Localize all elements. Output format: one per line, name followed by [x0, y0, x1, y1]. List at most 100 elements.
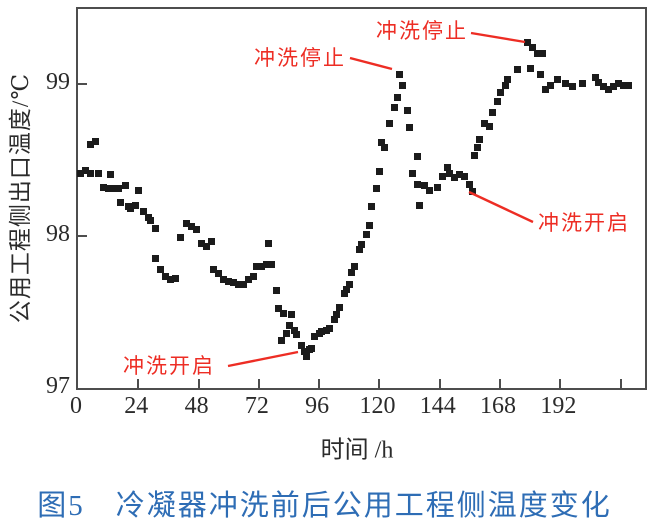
data-point	[290, 326, 298, 334]
data-point	[408, 169, 416, 177]
data-point	[468, 188, 476, 196]
x-axis-tick-label: 48	[184, 393, 209, 419]
x-axis-tick-label: 0	[70, 393, 82, 419]
data-point	[569, 83, 577, 91]
data-point	[252, 262, 260, 270]
data-point	[298, 341, 306, 349]
data-point	[373, 185, 381, 193]
data-point	[504, 75, 512, 83]
data-point	[177, 233, 185, 241]
data-point	[202, 242, 210, 250]
data-point	[318, 328, 326, 336]
data-point	[262, 261, 270, 269]
data-point	[109, 185, 117, 193]
data-point	[561, 80, 569, 88]
data-point	[451, 174, 459, 182]
x-axis-tick	[619, 379, 622, 388]
data-point	[614, 80, 622, 88]
data-point	[619, 81, 627, 89]
data-point	[594, 78, 602, 86]
data-point	[325, 325, 333, 333]
data-point	[240, 280, 248, 288]
data-point	[197, 239, 205, 247]
data-point	[393, 93, 401, 101]
flush-start-annotation: 冲洗开启	[123, 354, 215, 378]
data-point	[139, 207, 147, 215]
data-point	[288, 311, 296, 319]
x-axis-tick-label: 168	[480, 393, 517, 419]
data-point	[225, 277, 233, 285]
data-point	[592, 73, 599, 81]
data-point	[293, 331, 301, 339]
data-point	[172, 274, 180, 282]
data-point	[378, 139, 386, 147]
x-axis-tick-label: 72	[244, 393, 269, 419]
data-point	[92, 137, 100, 145]
data-point	[340, 290, 348, 298]
data-point	[348, 268, 356, 276]
data-point	[182, 220, 190, 228]
y-axis-tick	[78, 82, 87, 85]
plot-area	[76, 7, 647, 390]
data-point	[187, 223, 195, 231]
data-point	[481, 119, 489, 127]
x-axis-tick-label: 24	[124, 393, 149, 419]
data-point	[114, 185, 122, 193]
data-point	[104, 185, 112, 193]
data-point	[355, 245, 363, 253]
data-point	[380, 144, 388, 151]
data-point	[277, 337, 285, 345]
data-point	[272, 287, 280, 295]
data-point	[534, 49, 542, 57]
data-point	[391, 104, 399, 112]
x-axis-tick	[318, 379, 321, 388]
data-point	[494, 98, 502, 106]
data-point	[157, 265, 165, 273]
data-point	[489, 109, 496, 116]
data-point	[421, 182, 429, 190]
data-point	[343, 285, 351, 293]
data-point	[107, 171, 115, 179]
data-point	[267, 261, 275, 269]
x-axis-tick-label: 144	[419, 393, 456, 419]
data-point	[345, 280, 353, 288]
data-point	[94, 169, 102, 177]
data-point	[529, 43, 537, 51]
data-point	[413, 153, 421, 161]
x-axis-tick	[137, 379, 140, 388]
data-point	[192, 226, 200, 234]
data-point	[461, 172, 469, 180]
data-point	[398, 81, 406, 89]
data-point	[283, 329, 290, 337]
data-point	[524, 38, 532, 46]
data-point	[245, 276, 253, 284]
data-point	[152, 224, 160, 232]
x-axis-tick	[438, 379, 441, 388]
data-point	[87, 169, 95, 177]
data-point	[456, 171, 464, 179]
data-point	[599, 83, 607, 91]
figure-caption: 图5 冷凝器冲洗前后公用工程侧温度变化	[37, 490, 612, 522]
data-point	[365, 221, 373, 229]
data-point	[473, 144, 481, 151]
data-point	[413, 180, 421, 188]
data-point	[330, 316, 338, 323]
data-point	[132, 201, 140, 209]
data-point	[117, 198, 125, 206]
data-point	[87, 140, 95, 148]
data-point	[403, 107, 411, 115]
flush-stop-annotation: 冲洗停止	[254, 46, 346, 70]
data-point	[77, 169, 85, 177]
x-axis-tick	[499, 379, 502, 388]
x-axis-title: 时间 /h	[320, 437, 394, 464]
x-axis-tick	[197, 379, 200, 388]
flush-start-annotation: 冲洗开启	[538, 211, 630, 235]
data-point	[280, 309, 288, 317]
data-point	[147, 217, 155, 225]
data-point	[604, 86, 612, 94]
x-axis-tick-label: 96	[305, 393, 330, 419]
data-point	[501, 81, 509, 89]
data-point	[230, 279, 238, 287]
data-point	[207, 238, 215, 246]
data-point	[396, 70, 404, 78]
